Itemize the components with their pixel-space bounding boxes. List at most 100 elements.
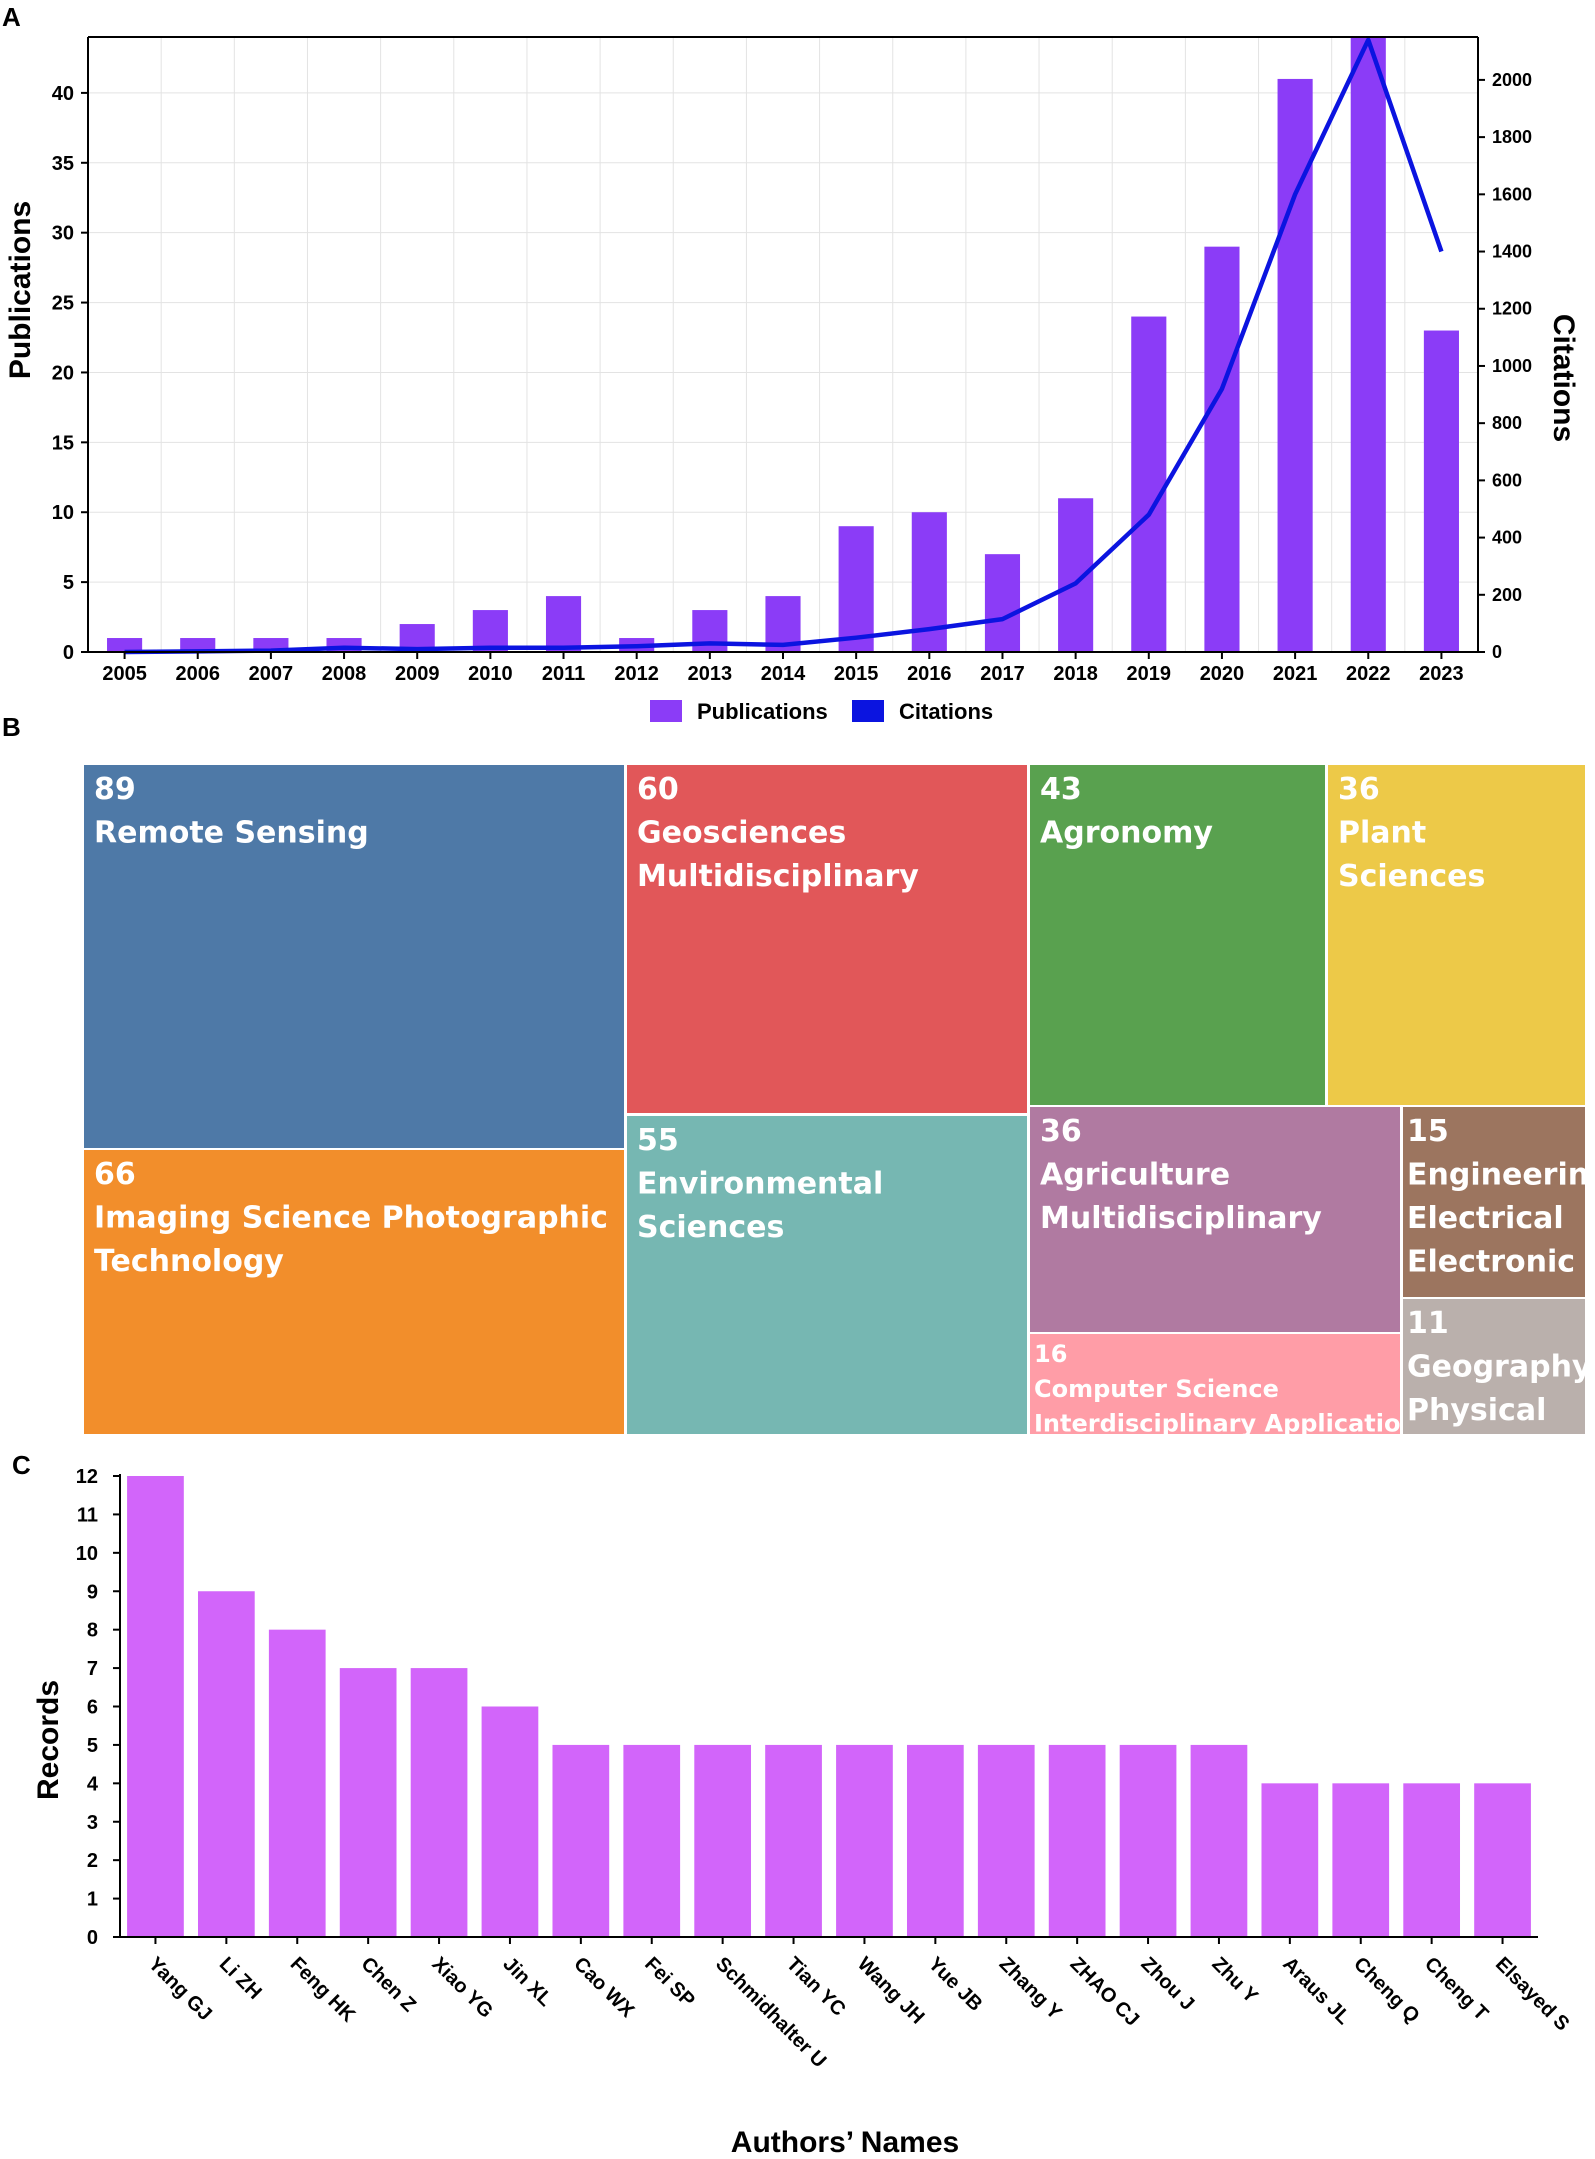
treemap-cell-value: 15: [1407, 1114, 1449, 1149]
treemap-cell-fill: [627, 765, 1027, 1113]
treemap-cell-label: Technology: [94, 1244, 284, 1279]
publications-bar: [984, 554, 1021, 652]
treemap-cell-label: Interdisciplinary Applications: [1034, 1410, 1432, 1438]
author-records-bar: [765, 1744, 822, 1937]
y-tick-label: 4: [87, 1773, 99, 1795]
x-tick-label: 2005: [102, 663, 147, 685]
treemap-cell: 66 Imaging Science Photographic Technology: [84, 1150, 624, 1434]
x-tick-label: 2021: [1273, 663, 1318, 685]
treemap-cell-label: Imaging Science Photographic: [94, 1201, 608, 1236]
y-tick-label: 6: [87, 1697, 98, 1719]
treemap-cell-fill: [1403, 1107, 1585, 1297]
publications-bar: [1131, 316, 1167, 652]
x-tick-label: Jin XL: [498, 1953, 556, 2011]
panel-a-line: [124, 37, 1444, 655]
y2-tick-label: 800: [1492, 413, 1522, 433]
treemap-cell-label: Electrical: [1407, 1201, 1564, 1236]
panel-label-c: C: [12, 1450, 31, 1480]
y-tick-label: 30: [52, 223, 74, 245]
legend-swatch-citations: [852, 700, 884, 722]
author-records-bar: [552, 1744, 610, 1937]
author-records-bar: [1119, 1744, 1177, 1937]
y-tick-label: 7: [87, 1658, 98, 1680]
publications-bar: [472, 610, 508, 652]
y2-tick-label: 1800: [1492, 127, 1532, 147]
panel-c-x-axis-title: Authors’ Names: [731, 2126, 959, 2159]
author-records-bar: [339, 1668, 397, 1937]
treemap-cell-fill: [627, 1116, 1027, 1434]
y2-tick-label: 200: [1492, 585, 1522, 605]
x-tick-label: Cheng T: [1420, 1953, 1492, 2025]
treemap-cell-value: 66: [94, 1157, 136, 1192]
panel-a-chart: A 05101520253035400200400600800100012001…: [2, 2, 1580, 724]
x-tick-label: 2016: [907, 663, 952, 685]
treemap-cell-label: Geosciences: [637, 816, 846, 851]
x-tick-label: 2023: [1419, 663, 1464, 685]
publications-bar: [180, 638, 216, 652]
x-tick-label: Elsayed S: [1491, 1953, 1573, 2035]
x-tick-label: 2007: [249, 663, 294, 685]
panel-c-axes: [119, 1474, 1538, 1938]
treemap-cell-value: 55: [637, 1123, 679, 1158]
y-tick-label: 15: [52, 432, 74, 454]
y-tick-label: 0: [63, 642, 74, 664]
panel-a-legend: Publications Citations: [650, 699, 993, 724]
y-tick-label: 10: [76, 1543, 98, 1565]
panel-a-bars: [107, 37, 1459, 652]
y2-tick-label: 1600: [1492, 184, 1532, 204]
y-tick-label: 20: [52, 362, 74, 384]
x-tick-label: 2009: [395, 663, 440, 685]
y-tick-label: 25: [52, 293, 74, 315]
treemap-cell-label: Plant: [1338, 816, 1426, 851]
treemap-cell-value: 36: [1338, 772, 1380, 807]
x-tick-label: Zhang Y: [995, 1953, 1067, 2025]
treemap-cell-label: Sciences: [637, 1210, 784, 1245]
author-records-bar: [1403, 1783, 1461, 1937]
panel-b-cells: 89 Remote Sensing 66 Imaging Science Photog…: [84, 765, 1595, 1438]
treemap-cell-value: 43: [1040, 772, 1082, 807]
author-records-bar: [694, 1744, 752, 1937]
treemap-cell-label: Geography: [1407, 1350, 1592, 1385]
x-tick-label: Li ZH: [215, 1953, 266, 2004]
publications-bar: [1204, 246, 1240, 652]
panel-a-grid: [87, 37, 1479, 653]
y2-tick-label: 600: [1492, 470, 1522, 490]
x-tick-label: 2011: [542, 663, 585, 685]
treemap-cell-label: Engineering: [1407, 1158, 1595, 1193]
treemap-cell-value: 16: [1034, 1340, 1067, 1368]
y-tick-label: 40: [52, 83, 74, 105]
author-records-bar: [623, 1744, 681, 1937]
panel-a-y-axis-title: Publications: [4, 201, 37, 379]
x-tick-label: Yang GJ: [144, 1953, 216, 2025]
legend-label-publications: Publications: [697, 699, 828, 724]
author-records-bar: [836, 1744, 893, 1937]
panel-b-treemap: B 89 Remote Sensing 66 Imaging Science Phot…: [2, 712, 1595, 1438]
treemap-cell-label: Agriculture: [1040, 1158, 1230, 1193]
treemap-cell-label: Physical: [1407, 1393, 1546, 1428]
treemap-cell: 55 Environmental Sciences: [627, 1116, 1027, 1434]
author-records-bar: [906, 1744, 964, 1937]
x-tick-label: ZHAO CJ: [1066, 1953, 1144, 2031]
treemap-cell: 16 Computer Science Interdisciplinary Appl…: [1030, 1334, 1432, 1438]
y2-tick-label: 2000: [1492, 70, 1532, 90]
publications-bar: [838, 526, 874, 652]
y-tick-label: 35: [52, 153, 74, 175]
publications-bar: [545, 596, 582, 652]
x-tick-label: Zhu Y: [1207, 1953, 1262, 2008]
legend-swatch-publications: [650, 700, 682, 722]
y2-tick-label: 1000: [1492, 356, 1532, 376]
y-tick-label: 2: [87, 1850, 98, 1872]
author-records-bar: [197, 1591, 255, 1937]
y-tick-label: 9: [87, 1581, 98, 1603]
treemap-cell-label: Agronomy: [1040, 816, 1213, 851]
y-tick-label: 0: [87, 1927, 98, 1949]
x-tick-label: 2018: [1053, 663, 1098, 685]
author-records-bar: [1261, 1783, 1319, 1937]
x-tick-label: 2020: [1200, 663, 1245, 685]
x-tick-label: 2019: [1127, 663, 1172, 685]
panel-label-b: B: [2, 712, 21, 742]
treemap-cell-value: 11: [1407, 1306, 1449, 1341]
treemap-cell-fill: [1403, 1299, 1585, 1434]
treemap-cell: 11 Geography Physical: [1403, 1299, 1592, 1434]
